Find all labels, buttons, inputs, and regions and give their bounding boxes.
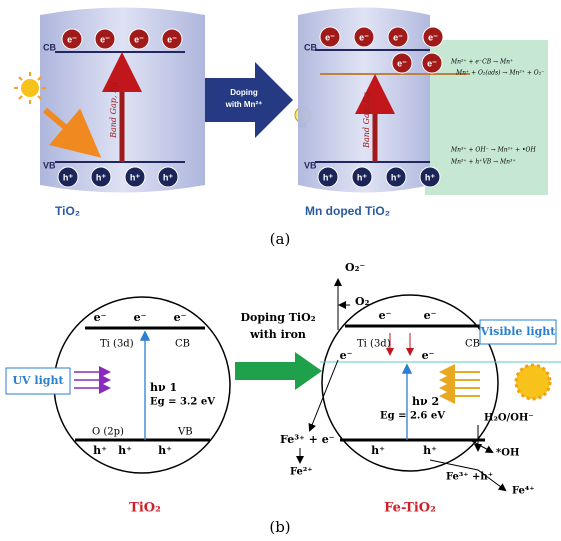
vb-label: VB [43,160,56,170]
doping-text: Doping TiO₂ [240,311,315,324]
cb-label: CB [175,339,190,350]
band-gap-label: Band Gap, Eg [362,92,371,149]
charge-label: e⁻ [422,349,435,362]
caption: (b) [269,518,290,536]
doping-text: with iron [249,328,306,341]
caption: (a) [270,230,291,248]
material-label: Mn doped TiO₂ [305,204,390,218]
electron-label: e⁻ [427,58,437,68]
visible-arrows [443,372,480,396]
uv-label: UV light [12,374,64,387]
charge-label: e⁻ [424,309,437,322]
reaction-arrows [300,280,505,490]
doping-text: with Mn²⁺ [225,100,263,109]
charge-label: e⁻ [379,309,392,322]
electron-label: e⁻ [428,32,438,42]
hole-label: h⁺ [63,172,73,182]
electron-label: e⁻ [67,34,77,44]
figure: CB VB Band Gap, Eg TiO₂ Doping with Mn²⁺… [0,0,561,541]
electron-label: e⁻ [359,32,369,42]
hv-label: hν 1 [150,381,177,394]
level-label: Ti (3d) [100,339,134,350]
equation: Mn⁺ + O₂(ads) → Mn²⁺ + O₂⁻ [455,70,544,77]
charge-label: h⁺ [93,444,107,457]
species: Fe³⁺ + e⁻ [280,433,335,446]
equation: Mn³⁺ + OH⁻ → Mn²⁺ + •OH [450,147,536,154]
charge-label: e⁻ [340,349,353,362]
visible-label: Visible light [480,325,557,338]
hole-label: h⁺ [130,172,140,182]
vb-label: VB [304,160,317,170]
doping-text: Doping [230,88,258,97]
hole-label: h⁺ [323,172,333,182]
eg-label: Eg = 2.6 eV [380,411,445,422]
cb-label: CB [465,339,480,350]
charge-label: h⁺ [371,444,385,457]
band-gap-label: Band Gap, Eg [109,82,118,139]
charge-label: h⁺ [423,444,437,457]
level-label: Ti (3d) [357,339,391,350]
charge-label: e⁻ [134,311,147,324]
species: *OH [496,448,519,459]
charge-label: e⁻ [94,311,107,324]
electron-label: e⁻ [167,34,177,44]
species: H₂O/OH⁻ [484,413,534,424]
equation: Mn²⁺ + e⁻CB → Mn⁺ [450,59,513,66]
species: O₂ [355,295,370,308]
species: Fe⁴⁺ [512,486,535,497]
electron-label: e⁻ [325,32,335,42]
species: Fe²⁺ [290,467,313,478]
cb-label: CB [43,42,56,52]
trap-arrows [390,333,410,354]
hv-label: hν 2 [412,395,439,408]
hole-label: h⁺ [163,172,173,182]
vb-label: VB [177,427,193,438]
cb-label: CB [304,42,317,52]
hole-label: h⁺ [425,172,435,182]
species: Fe³⁺ +h⁺ [446,472,493,483]
uv-arrows [74,372,108,388]
charge-label: e⁻ [174,311,187,324]
hole-label: h⁺ [96,172,106,182]
electron-label: e⁻ [397,58,407,68]
equation: Mn²⁺ + h⁺VB → Mn³⁺ [450,159,516,166]
material-label: TiO₂ [55,204,80,218]
material-label: Fe-TiO₂ [384,501,436,516]
species: O₂⁻ [345,261,365,274]
level-label: O (2p) [92,427,124,438]
doping-arrow [235,352,322,390]
electron-label: e⁻ [134,34,144,44]
sun [516,365,550,399]
electron-label: e⁻ [393,32,403,42]
material-label: TiO₂ [129,501,161,516]
electron-label: e⁻ [100,34,110,44]
eg-label: Eg = 3.2 eV [150,397,215,408]
circle [322,295,498,471]
hole-label: h⁺ [391,172,401,182]
hole-label: h⁺ [357,172,367,182]
charge-label: h⁺ [118,444,132,457]
charge-label: h⁺ [158,444,172,457]
